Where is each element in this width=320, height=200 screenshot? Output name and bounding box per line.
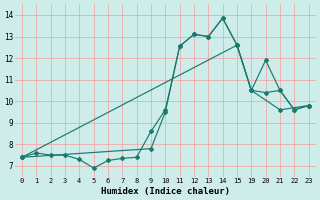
X-axis label: Humidex (Indice chaleur): Humidex (Indice chaleur) [101,187,230,196]
